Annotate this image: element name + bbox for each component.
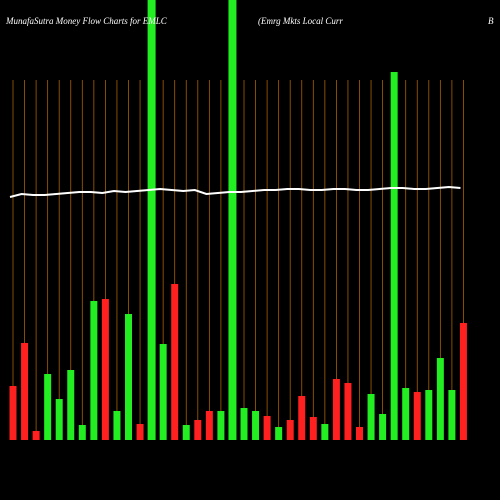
bar xyxy=(78,425,86,440)
bar xyxy=(263,416,271,440)
bar xyxy=(113,411,121,440)
bar xyxy=(240,408,248,440)
chart-subtitle: (Emrg Mkts Local Curr xyxy=(258,16,343,26)
bar xyxy=(228,0,237,440)
bar xyxy=(425,390,433,440)
money-flow-line xyxy=(9,185,461,198)
bar xyxy=(356,427,363,440)
chart-title: MunafaSutra Money Flow Charts for EMLC xyxy=(5,16,168,26)
bar xyxy=(125,314,132,440)
bar xyxy=(321,424,329,440)
bar xyxy=(194,420,202,440)
bar xyxy=(459,323,467,440)
bar xyxy=(286,420,294,440)
bar xyxy=(67,370,75,440)
bar xyxy=(402,388,410,440)
bar xyxy=(436,358,444,440)
bar xyxy=(413,392,421,440)
bar xyxy=(448,390,456,440)
bar xyxy=(217,411,225,440)
bar xyxy=(275,427,283,440)
bar xyxy=(171,284,179,440)
bar xyxy=(205,411,213,440)
bar xyxy=(32,431,40,440)
bar xyxy=(9,386,17,440)
bars xyxy=(9,0,467,440)
bar xyxy=(182,425,190,440)
bar xyxy=(147,0,156,440)
bar xyxy=(21,343,29,440)
corner-label: B xyxy=(488,16,494,26)
bar xyxy=(136,424,144,440)
bar xyxy=(309,417,317,440)
bar xyxy=(367,394,375,440)
bar xyxy=(332,379,340,440)
bar xyxy=(344,383,352,440)
bar xyxy=(298,396,306,440)
bar xyxy=(252,411,260,440)
bar xyxy=(379,414,387,440)
bar xyxy=(390,72,398,440)
bar xyxy=(55,399,63,440)
bar xyxy=(101,299,109,440)
bar xyxy=(44,374,52,440)
bar xyxy=(90,301,98,440)
bar xyxy=(159,344,167,440)
